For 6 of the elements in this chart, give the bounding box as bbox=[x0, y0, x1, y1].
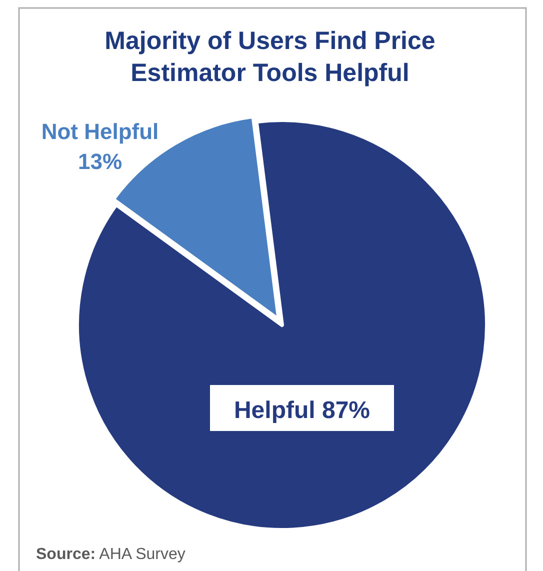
data-label: 87% bbox=[322, 397, 370, 424]
source-note: Source: AHA Survey bbox=[36, 546, 186, 563]
slice-label: Helpful bbox=[234, 397, 316, 424]
data-label: 13% bbox=[78, 149, 122, 174]
slice-label: Not Helpful bbox=[41, 119, 159, 144]
chart-title: Majority of Users Find Price Estimator Tools Helpful bbox=[104, 27, 436, 87]
